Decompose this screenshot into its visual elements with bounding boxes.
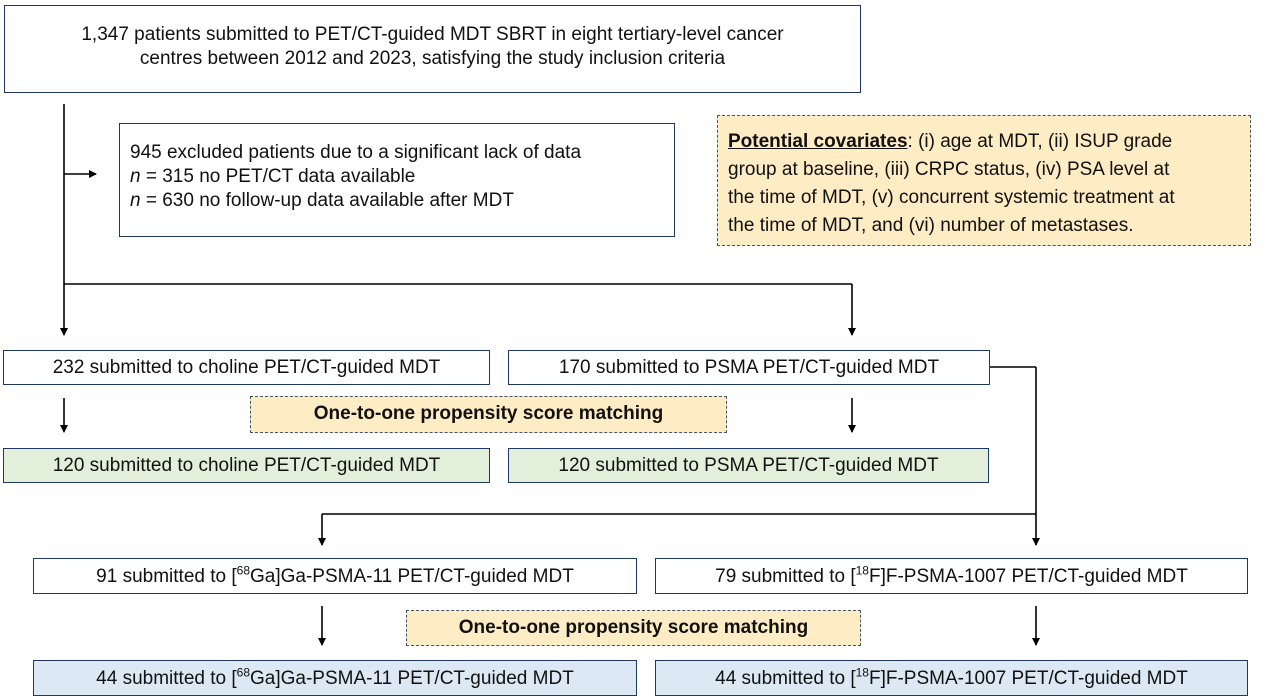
matching-label-2: One-to-one propensity score matching xyxy=(458,617,809,638)
psma-matched-box: 120 submitted to PSMA PET/CT-guided MDT xyxy=(508,448,989,483)
covariates-box: Potential covariates: (i) age at MDT, (i… xyxy=(717,115,1251,246)
ga-matched-label: 44 submitted to [68Ga]Ga-PSMA-11 PET/CT-… xyxy=(96,665,574,689)
matching-box-2: One-to-one propensity score matching xyxy=(406,610,861,646)
covariates-heading: Potential covariates xyxy=(728,131,908,152)
choline-matched-label: 120 submitted to choline PET/CT-guided M… xyxy=(52,455,441,476)
exclusion-line-3: n = 630 no follow-up data available afte… xyxy=(130,190,514,211)
matching-label-1: One-to-one propensity score matching xyxy=(313,403,664,424)
choline-box: 232 submitted to choline PET/CT-guided M… xyxy=(3,350,490,385)
inclusion-box: 1,347 patients submitted to PET/CT-guide… xyxy=(4,5,861,93)
ga-label: 91 submitted to [68Ga]Ga-PSMA-11 PET/CT-… xyxy=(96,563,574,587)
psma-box: 170 submitted to PSMA PET/CT-guided MDT xyxy=(508,350,990,385)
ga-box: 91 submitted to [68Ga]Ga-PSMA-11 PET/CT-… xyxy=(33,558,637,594)
psma-matched-label: 120 submitted to PSMA PET/CT-guided MDT xyxy=(558,455,939,476)
choline-matched-box: 120 submitted to choline PET/CT-guided M… xyxy=(3,448,490,483)
f-matched-box: 44 submitted to [18F]F-PSMA-1007 PET/CT-… xyxy=(655,660,1248,696)
covariates-line-4: the time of MDT, and (vi) number of meta… xyxy=(728,215,1134,236)
covariates-line-2: group at baseline, (iii) CRPC status, (i… xyxy=(728,159,1170,180)
inclusion-line-1: 1,347 patients submitted to PET/CT-guide… xyxy=(81,24,784,45)
matching-box-1: One-to-one propensity score matching xyxy=(250,396,727,433)
psma-label: 170 submitted to PSMA PET/CT-guided MDT xyxy=(558,357,940,378)
n-label: n xyxy=(130,166,141,187)
choline-label: 232 submitted to choline PET/CT-guided M… xyxy=(52,357,441,378)
exclusion-box: 945 excluded patients due to a significa… xyxy=(119,123,675,237)
f-label: 79 submitted to [18F]F-PSMA-1007 PET/CT-… xyxy=(715,563,1188,587)
exclusion-line-2: n = 315 no PET/CT data available xyxy=(130,166,416,187)
exclusion-line-1: 945 excluded patients due to a significa… xyxy=(130,142,582,163)
covariates-line-3: the time of MDT, (v) concurrent systemic… xyxy=(728,187,1175,208)
inclusion-line-2: centres between 2012 and 2023, satisfyin… xyxy=(139,48,726,69)
covariates-line-1: Potential covariates: (i) age at MDT, (i… xyxy=(728,131,1173,152)
ga-matched-box: 44 submitted to [68Ga]Ga-PSMA-11 PET/CT-… xyxy=(33,660,637,696)
f-matched-label: 44 submitted to [18F]F-PSMA-1007 PET/CT-… xyxy=(715,665,1188,689)
f-box: 79 submitted to [18F]F-PSMA-1007 PET/CT-… xyxy=(655,558,1248,594)
n-label: n xyxy=(130,190,141,211)
